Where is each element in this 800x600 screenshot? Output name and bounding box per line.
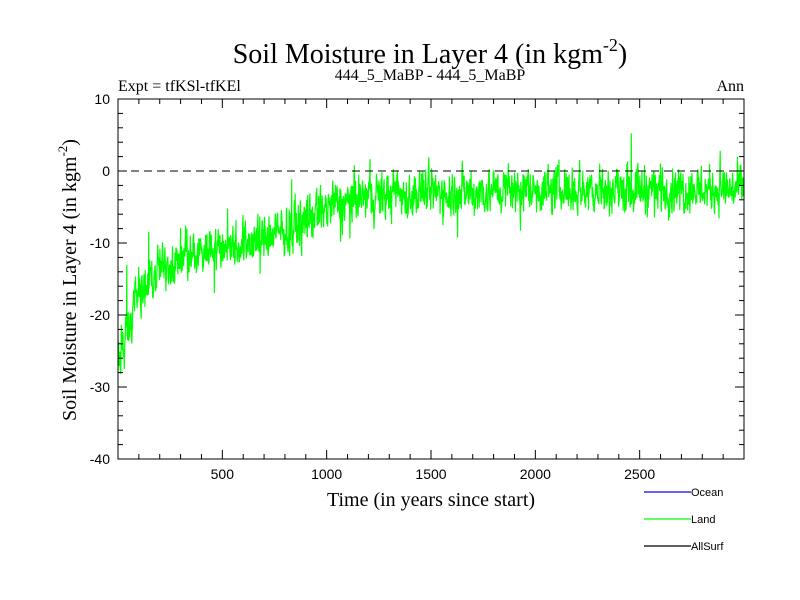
y-tick-label: 10 bbox=[94, 91, 110, 107]
y-tick-label: -40 bbox=[90, 451, 110, 467]
plot-frame bbox=[117, 98, 745, 460]
legend-label-allsurf: AllSurf bbox=[691, 541, 724, 553]
y-tick-label: 0 bbox=[102, 163, 110, 179]
x-tick-label: 1500 bbox=[415, 466, 446, 482]
legend: Ocean Land AllSurf bbox=[644, 487, 724, 553]
y-axis-ticks: -40 -30 -20 -10 0 10 bbox=[90, 91, 744, 467]
y-tick-label: -10 bbox=[90, 235, 110, 251]
subtitle-left: Expt = tfKSl-tfKEl bbox=[118, 78, 241, 95]
y-axis-label: Soil Moisture in Layer 4 (in kgm-2) bbox=[55, 139, 81, 421]
x-tick-label: 1000 bbox=[311, 466, 342, 482]
x-tick-label: 2500 bbox=[624, 466, 655, 482]
x-axis-label: Time (in years since start) bbox=[327, 489, 535, 511]
subtitle-center: 444_5_MaBP - 444_5_MaBP bbox=[335, 67, 526, 84]
chart-title: Soil Moisture in Layer 4 (in kgm-2) bbox=[233, 35, 628, 70]
x-tick-label: 500 bbox=[211, 466, 235, 482]
legend-label-ocean: Ocean bbox=[691, 487, 723, 499]
x-axis-ticks: 500 1000 1500 2000 2500 bbox=[138, 99, 724, 482]
subtitle-right: Ann bbox=[716, 78, 744, 95]
y-tick-label: -30 bbox=[90, 379, 110, 395]
series-land-line bbox=[118, 133, 744, 375]
legend-label-land: Land bbox=[691, 514, 715, 526]
x-tick-label: 2000 bbox=[520, 466, 551, 482]
y-tick-label: -20 bbox=[90, 307, 110, 323]
